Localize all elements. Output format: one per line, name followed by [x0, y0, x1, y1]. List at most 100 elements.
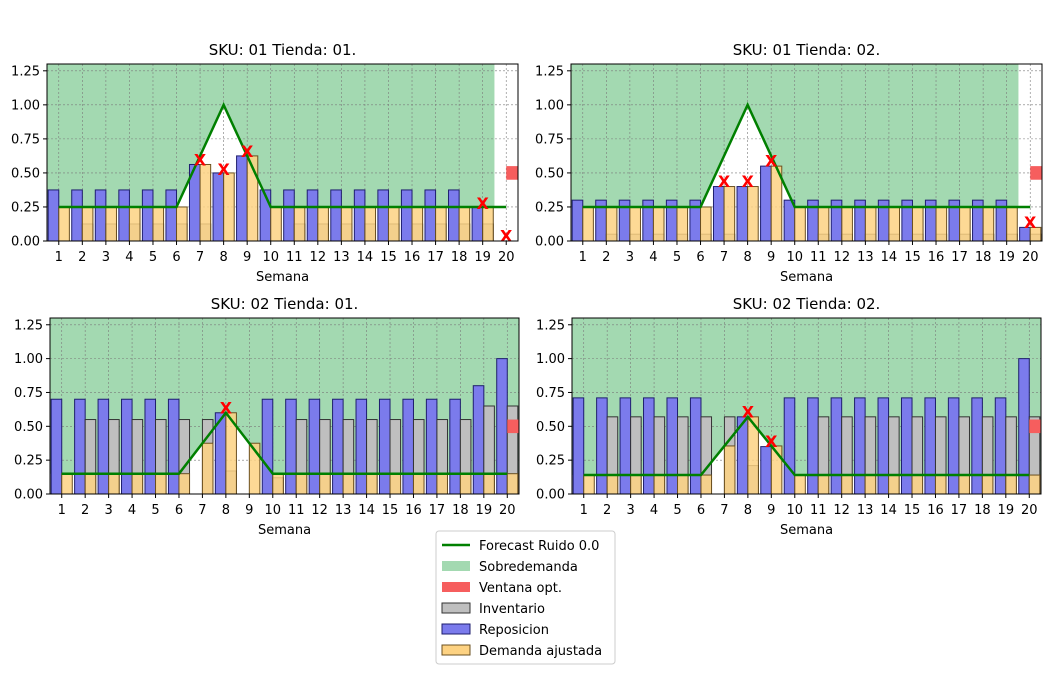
y-tick-label: 1.25: [14, 318, 43, 333]
demanda-bar: [747, 186, 759, 241]
x-tick-label: 10: [262, 250, 279, 265]
sobredemanda-area: [47, 64, 495, 207]
subplot-title: SKU: 02 Tienda: 02.: [733, 295, 881, 313]
reposicion-bar: [1018, 358, 1030, 494]
demanda-bar: [317, 206, 329, 241]
demanda-bar: [747, 416, 759, 494]
inventario-bar: [1005, 416, 1017, 494]
legend-swatch-patch: [442, 561, 470, 571]
reposicion-bar: [121, 398, 133, 494]
demanda-bar: [248, 442, 261, 494]
axes-frame: [571, 317, 1042, 495]
legend-item: Demanda ajustada: [441, 644, 602, 659]
reposicion-bar: [924, 397, 936, 494]
stockout-marker: X: [477, 194, 490, 213]
inventario-bar: [981, 416, 994, 494]
x-tick-label: 7: [198, 503, 206, 518]
x-tick-label: 16: [927, 503, 944, 518]
reposicion-bar: [760, 446, 772, 494]
demanda-bar: [630, 474, 642, 494]
inventario-bar: [817, 416, 830, 494]
x-tick-label: 18: [452, 503, 469, 518]
inventario-bar: [1028, 416, 1041, 494]
axes-frame: [49, 317, 520, 495]
x-tick-label: 19: [474, 250, 491, 265]
x-tick-label: 11: [810, 503, 827, 518]
x-tick-label: 16: [928, 250, 945, 265]
y-tick-label: 0.25: [536, 454, 565, 469]
legend-label: Sobredemanda: [479, 560, 578, 575]
demanda-bar: [483, 473, 495, 494]
y-tick-label: 0.00: [535, 235, 564, 250]
x-tick-label: 11: [286, 250, 303, 265]
reposicion-bar: [900, 397, 913, 494]
x-tick-label: 20: [498, 250, 515, 265]
x-tick-label: 12: [310, 250, 327, 265]
reposicion-bar: [689, 397, 702, 494]
demanda-bar: [606, 474, 619, 494]
reposicion-bar: [400, 189, 413, 241]
reposicion-bar: [47, 189, 60, 241]
reposicion-bar: [330, 189, 342, 241]
inventario-bar: [958, 416, 970, 494]
subplot-title: SKU: 01 Tienda: 01.: [209, 41, 357, 59]
demanda-bar: [459, 473, 472, 494]
reposicion-bar: [472, 385, 485, 494]
x-tick-label: 15: [382, 503, 399, 518]
x-tick-label: 14: [880, 503, 897, 518]
subplot-4: XX0.000.250.500.751.001.251 2 3 4 5 6 7 8 9 10 11 1…: [536, 295, 1042, 538]
demanda-bar: [412, 473, 425, 494]
y-tick-label: 0.50: [536, 420, 565, 435]
x-tick-label: 17: [951, 503, 968, 518]
demanda-bar: [583, 474, 595, 494]
legend-swatch-bar: [441, 623, 471, 635]
x-tick-label: 8: [743, 250, 751, 265]
legend-label: Reposicion: [479, 623, 549, 638]
demanda-bar: [436, 473, 448, 494]
legend-item: Reposicion: [441, 623, 549, 638]
y-tick-label: 1.25: [535, 64, 564, 79]
demanda-bar: [108, 473, 120, 494]
x-tick-label: 15: [904, 250, 921, 265]
stockout-marker: X: [741, 172, 754, 191]
demanda-bar: [128, 206, 141, 241]
plot-area: X: [50, 318, 519, 494]
y-tick-label: 0.25: [14, 454, 43, 469]
reposicion-bar: [643, 397, 655, 494]
x-tick-label: 8: [219, 250, 227, 265]
demanda-bar: [723, 186, 736, 241]
reposicion-bar: [97, 398, 110, 494]
demanda-bar: [223, 172, 235, 241]
plot-area: X XXX: [571, 64, 1042, 241]
reposicion-bar: [141, 189, 154, 241]
legend-item: Sobredemanda: [442, 560, 578, 575]
forecast-line: [61, 410, 508, 475]
x-tick-label: 14: [357, 250, 374, 265]
demanda-bar: [1006, 206, 1018, 241]
reposicion-bar: [283, 189, 295, 241]
demanda-bar: [982, 206, 995, 241]
x-tick-label: 3: [102, 250, 110, 265]
inventario-bar: [677, 416, 689, 494]
axes-frame: [46, 63, 519, 242]
demanda-bar: [506, 473, 519, 494]
reposicion-bar: [425, 398, 438, 494]
x-tick-label: 2: [78, 250, 86, 265]
demanda-bar: [700, 206, 712, 241]
stockout-marker: X: [217, 160, 230, 179]
reposicion-bar: [165, 189, 178, 241]
demanda-bar: [84, 473, 97, 494]
demanda-bar: [295, 473, 308, 494]
y-tick-label: 0.75: [535, 132, 564, 147]
demanda-bar: [201, 442, 214, 494]
x-tick-label: 3: [626, 250, 634, 265]
x-tick-label: 4: [125, 250, 133, 265]
y-tick-label: 0.50: [14, 420, 43, 435]
demanda-bar: [458, 206, 471, 241]
demanda-bar: [864, 474, 877, 494]
demanda-bar: [958, 474, 970, 494]
demanda-bar: [1028, 474, 1041, 494]
y-tick-label: 1.00: [14, 352, 43, 367]
